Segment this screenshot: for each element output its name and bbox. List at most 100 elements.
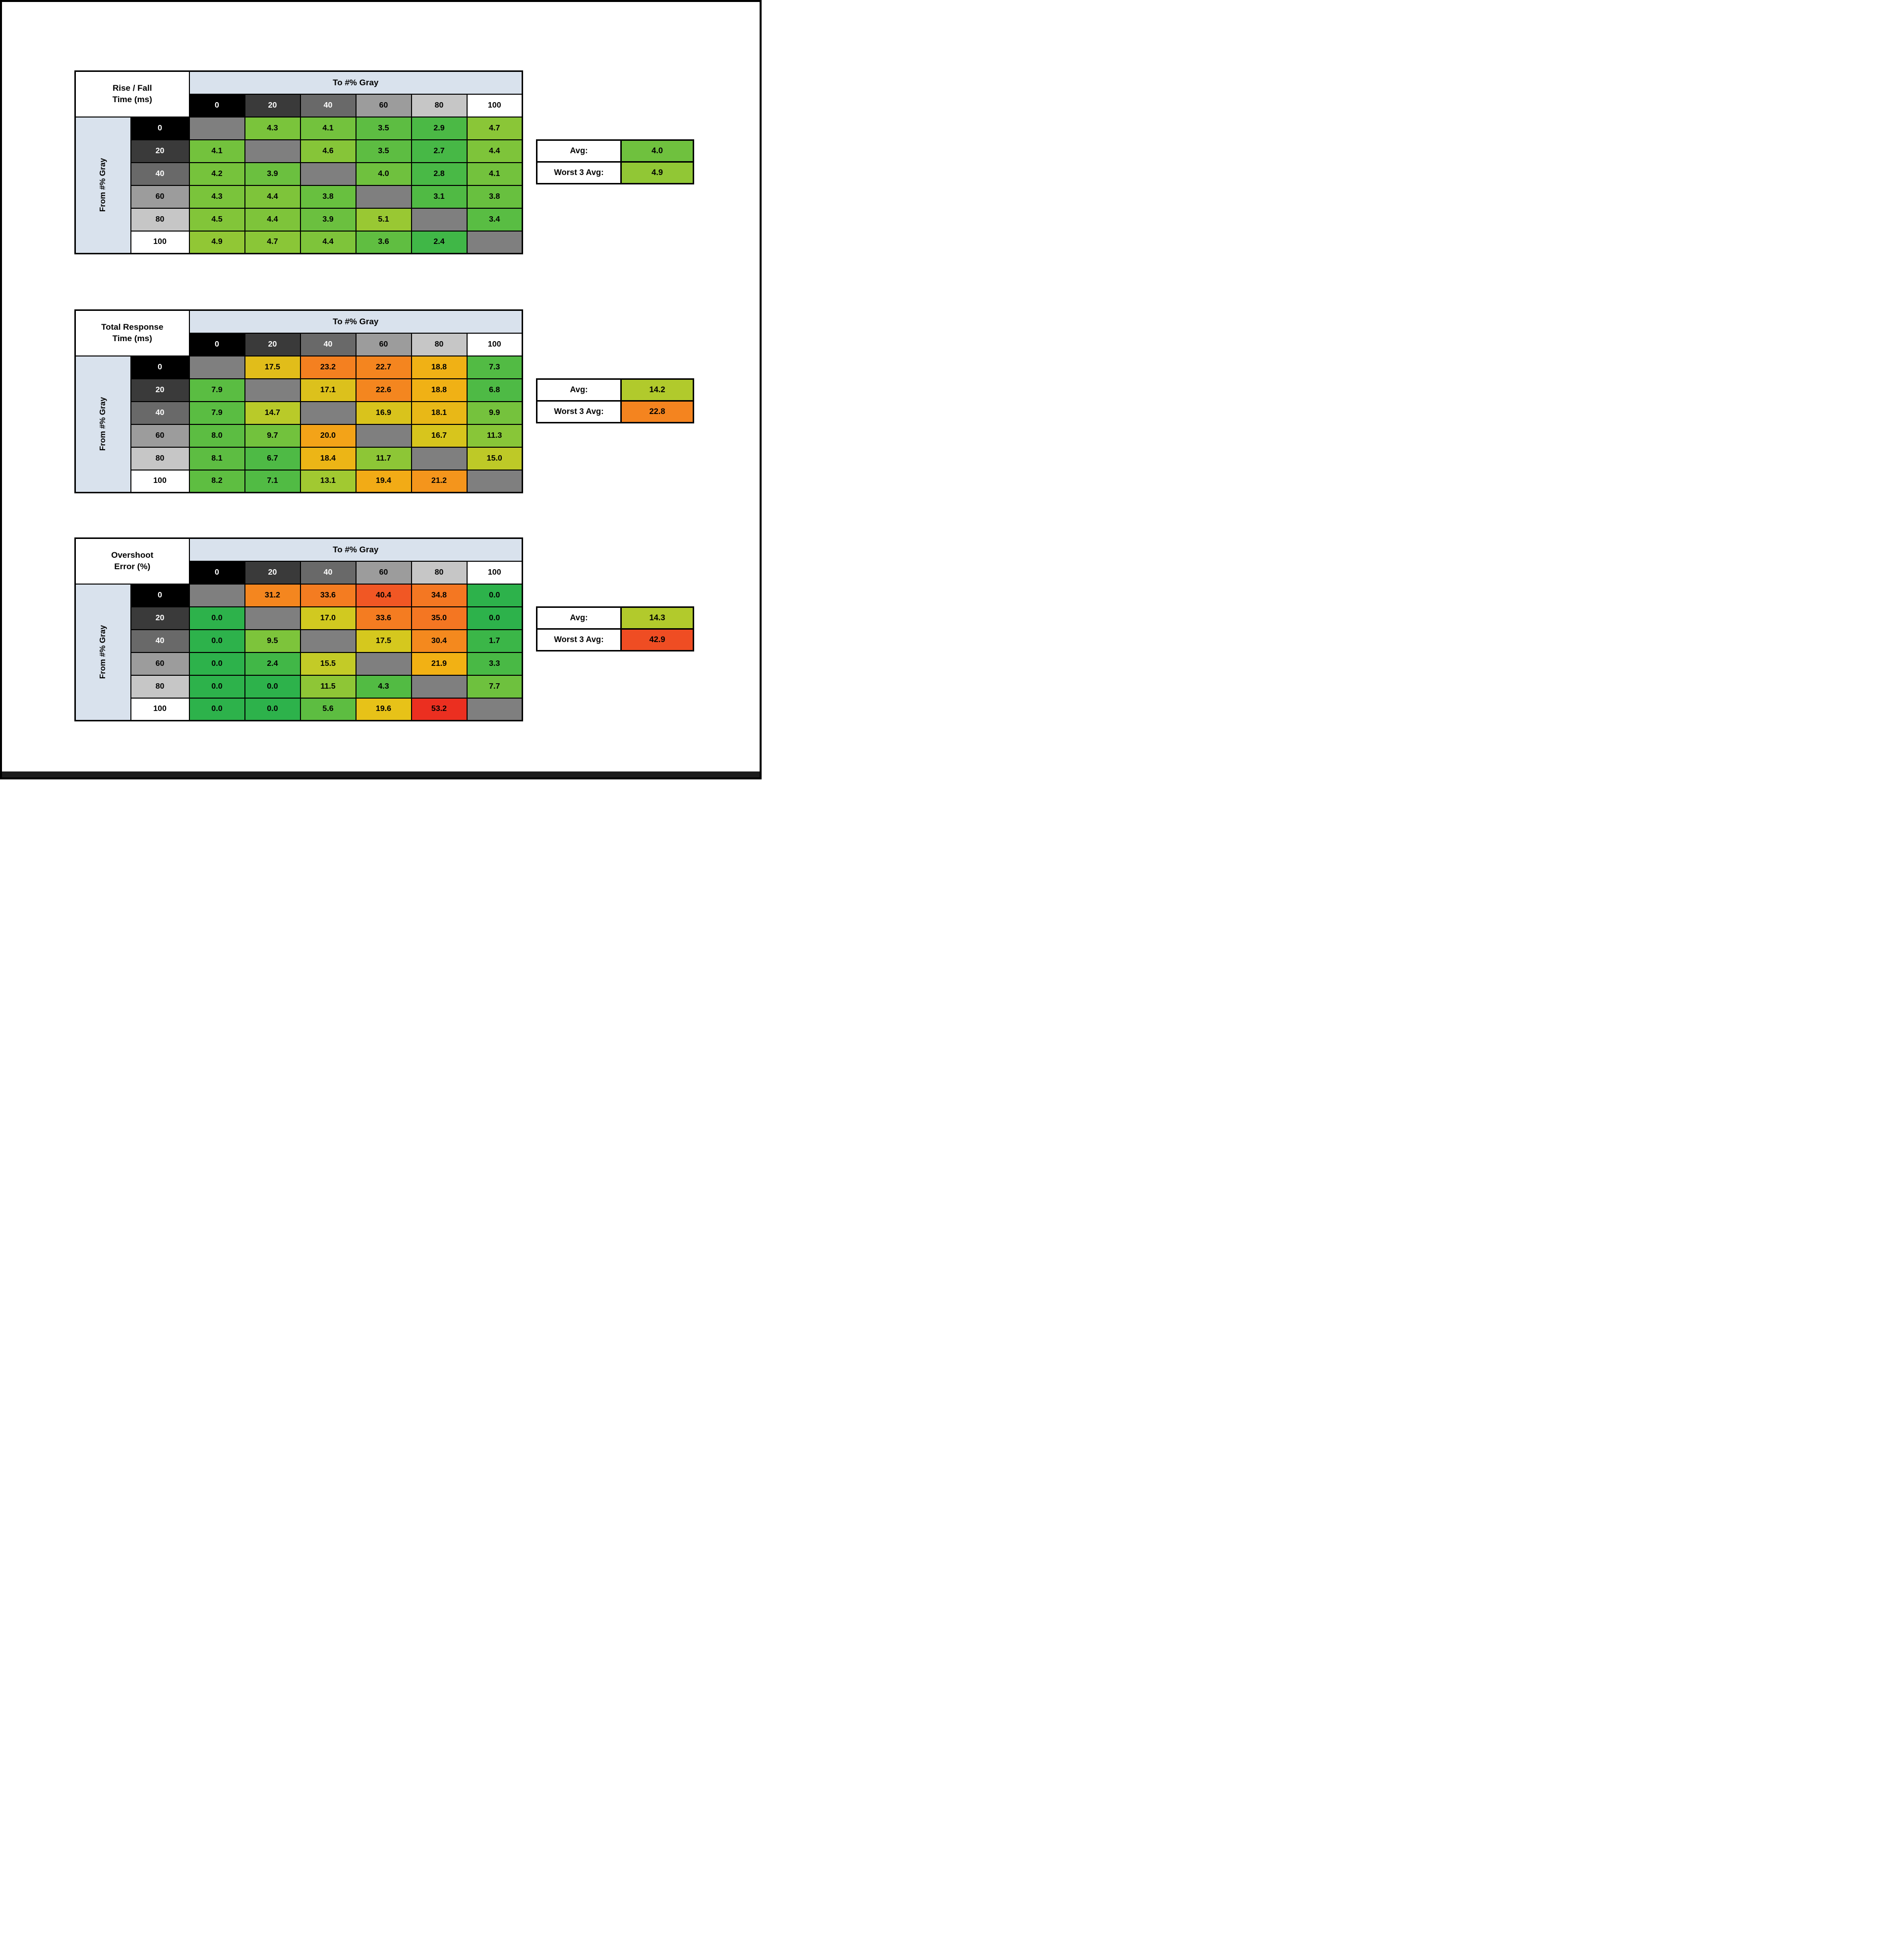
value-cell: 53.2 bbox=[411, 697, 468, 721]
value-cell: 3.9 bbox=[299, 207, 357, 232]
value-cell: 4.4 bbox=[244, 207, 301, 232]
value-cell: 8.0 bbox=[188, 423, 245, 448]
col-level-header: 0 bbox=[188, 332, 245, 356]
value-cell: 6.8 bbox=[466, 378, 523, 402]
total-response-time-heatmap: Total Response Time (ms) To #% Gray 0 20 40 60… bbox=[74, 309, 523, 493]
worst-3-avg-row: Worst 3 Avg: 42.9 bbox=[536, 628, 694, 651]
row-level-header: 0 bbox=[130, 116, 190, 140]
value-cell: 6.7 bbox=[244, 446, 301, 471]
value-cell: 7.1 bbox=[244, 469, 301, 493]
avg-row: Avg: 14.2 bbox=[536, 378, 694, 402]
table-title: Overshoot Error (%) bbox=[74, 537, 190, 585]
row-level-header: 100 bbox=[130, 697, 190, 721]
value-cell: 18.4 bbox=[299, 446, 357, 471]
value-cell: 33.6 bbox=[299, 583, 357, 607]
diagonal-cell bbox=[244, 378, 301, 402]
diagonal-cell bbox=[188, 355, 245, 379]
value-cell: 3.5 bbox=[355, 116, 412, 140]
row-level-header: 40 bbox=[130, 629, 190, 653]
value-cell: 11.7 bbox=[355, 446, 412, 471]
value-cell: 4.4 bbox=[466, 139, 523, 163]
value-cell: 23.2 bbox=[299, 355, 357, 379]
row-level-header: 80 bbox=[130, 674, 190, 699]
value-cell: 0.0 bbox=[466, 606, 523, 630]
avg-value: 4.0 bbox=[620, 139, 694, 163]
value-cell: 0.0 bbox=[244, 697, 301, 721]
diagonal-cell bbox=[299, 629, 357, 653]
row-level-header: 20 bbox=[130, 139, 190, 163]
diagonal-cell bbox=[466, 697, 523, 721]
col-level-header: 60 bbox=[355, 332, 412, 356]
value-cell: 7.7 bbox=[466, 674, 523, 699]
row-level-header: 100 bbox=[130, 469, 190, 493]
from-gray-label: From #% Gray bbox=[98, 625, 107, 679]
value-cell: 13.1 bbox=[299, 469, 357, 493]
col-level-header: 60 bbox=[355, 560, 412, 585]
value-cell: 31.2 bbox=[244, 583, 301, 607]
col-level-header: 0 bbox=[188, 560, 245, 585]
value-cell: 0.0 bbox=[188, 651, 245, 676]
value-cell: 18.8 bbox=[411, 355, 468, 379]
diagonal-cell bbox=[188, 116, 245, 140]
worst-3-avg-label: Worst 3 Avg: bbox=[536, 628, 622, 651]
value-cell: 17.5 bbox=[244, 355, 301, 379]
value-cell: 15.5 bbox=[299, 651, 357, 676]
table-title-line1: Overshoot bbox=[111, 550, 154, 560]
total-response-time-section: Total Response Time (ms) To #% Gray 0 20 40 60… bbox=[74, 309, 694, 493]
heatmap-tables-container: Rise / Fall Time (ms) To #% Gray 0 20 40 60 80 1… bbox=[2, 70, 760, 721]
value-cell: 7.3 bbox=[466, 355, 523, 379]
from-gray-header: From #% Gray bbox=[74, 116, 131, 254]
value-cell: 16.7 bbox=[411, 423, 468, 448]
row-level-header: 80 bbox=[130, 446, 190, 471]
value-cell: 22.6 bbox=[355, 378, 412, 402]
col-level-header: 20 bbox=[244, 93, 301, 118]
worst-3-avg-label: Worst 3 Avg: bbox=[536, 161, 622, 184]
value-cell: 0.0 bbox=[188, 629, 245, 653]
value-cell: 18.1 bbox=[411, 401, 468, 425]
diagonal-cell bbox=[355, 423, 412, 448]
row-level-header: 0 bbox=[130, 583, 190, 607]
table-title: Rise / Fall Time (ms) bbox=[74, 70, 190, 118]
avg-label: Avg: bbox=[536, 606, 622, 630]
row-level-header: 60 bbox=[130, 184, 190, 209]
value-cell: 17.0 bbox=[299, 606, 357, 630]
col-level-header: 40 bbox=[299, 560, 357, 585]
value-cell: 40.4 bbox=[355, 583, 412, 607]
value-cell: 11.5 bbox=[299, 674, 357, 699]
value-cell: 22.7 bbox=[355, 355, 412, 379]
value-cell: 4.4 bbox=[299, 230, 357, 254]
value-cell: 4.1 bbox=[188, 139, 245, 163]
table-title-line1: Rise / Fall bbox=[113, 83, 152, 93]
value-cell: 4.4 bbox=[244, 184, 301, 209]
bottom-bar bbox=[2, 771, 760, 777]
value-cell: 4.5 bbox=[188, 207, 245, 232]
value-cell: 2.8 bbox=[411, 162, 468, 186]
value-cell: 8.2 bbox=[188, 469, 245, 493]
diagonal-cell bbox=[411, 446, 468, 471]
overshoot-error-summary: Avg: 14.3 Worst 3 Avg: 42.9 bbox=[536, 606, 694, 651]
diagonal-cell bbox=[411, 674, 468, 699]
overshoot-error-heatmap: Overshoot Error (%) To #% Gray 0 20 40 60 80 100… bbox=[74, 537, 523, 721]
row-level-header: 80 bbox=[130, 207, 190, 232]
value-cell: 19.4 bbox=[355, 469, 412, 493]
value-cell: 4.6 bbox=[299, 139, 357, 163]
worst-3-avg-label: Worst 3 Avg: bbox=[536, 400, 622, 423]
diagonal-cell bbox=[299, 162, 357, 186]
value-cell: 2.7 bbox=[411, 139, 468, 163]
row-level-header: 0 bbox=[130, 355, 190, 379]
value-cell: 2.4 bbox=[244, 651, 301, 676]
value-cell: 18.8 bbox=[411, 378, 468, 402]
diagonal-cell bbox=[466, 230, 523, 254]
col-level-header: 100 bbox=[466, 560, 523, 585]
results-sheet: Rise / Fall Time (ms) To #% Gray 0 20 40 60 80 1… bbox=[0, 0, 762, 779]
col-level-header: 20 bbox=[244, 560, 301, 585]
row-level-header: 20 bbox=[130, 378, 190, 402]
diagonal-cell bbox=[299, 401, 357, 425]
value-cell: 15.0 bbox=[466, 446, 523, 471]
rise-fall-time-section: Rise / Fall Time (ms) To #% Gray 0 20 40 60 80 1… bbox=[74, 70, 694, 254]
from-gray-header: From #% Gray bbox=[74, 583, 131, 721]
value-cell: 14.7 bbox=[244, 401, 301, 425]
value-cell: 30.4 bbox=[411, 629, 468, 653]
row-level-header: 60 bbox=[130, 651, 190, 676]
value-cell: 8.1 bbox=[188, 446, 245, 471]
